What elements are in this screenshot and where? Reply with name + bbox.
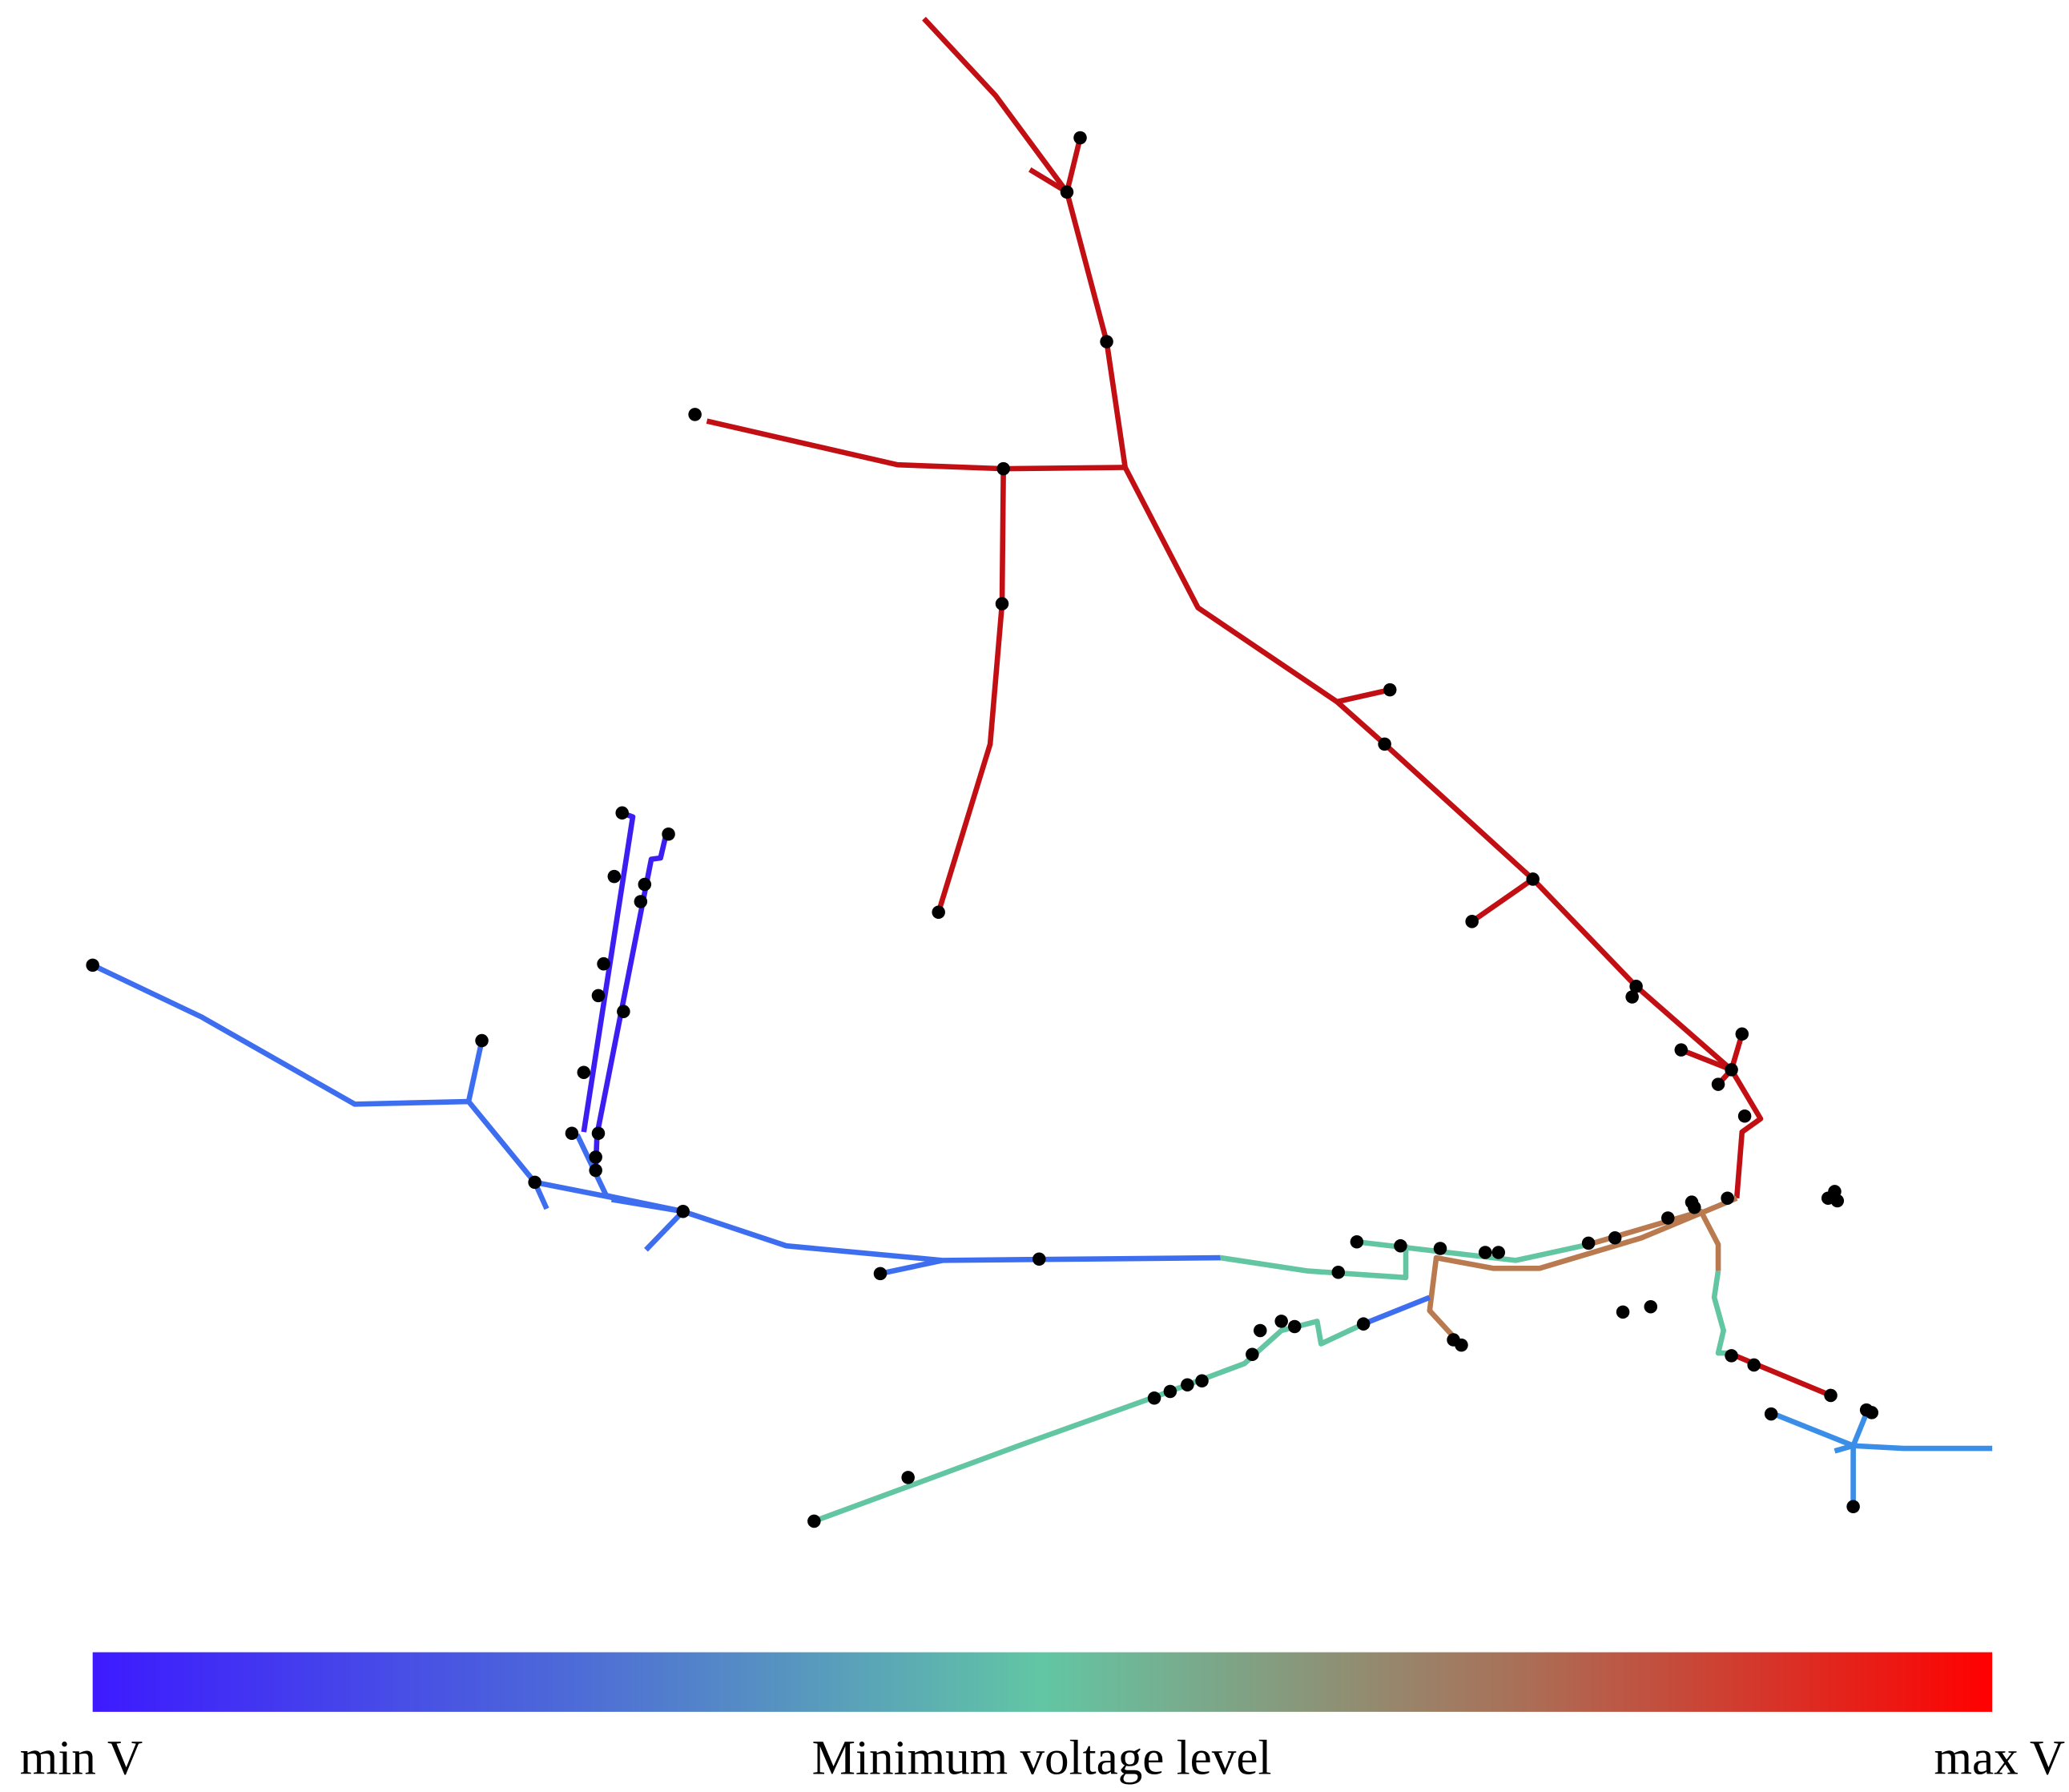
- node: [634, 895, 648, 908]
- line: [1336, 687, 1391, 705]
- node: [1629, 980, 1643, 993]
- node: [1246, 1347, 1259, 1361]
- node: [1644, 1299, 1658, 1314]
- node: [607, 869, 622, 884]
- nodes: [86, 131, 1879, 1528]
- node: [1287, 1319, 1302, 1334]
- line: [936, 469, 1006, 913]
- node: [1455, 1338, 1468, 1352]
- line: [880, 1258, 944, 1277]
- colorbar-max-label: max V: [1934, 1732, 2065, 1786]
- node: [1688, 1201, 1701, 1214]
- colorbar-title: Minimum voltage level: [812, 1732, 1272, 1786]
- colorbar-min-label: min V: [20, 1732, 143, 1786]
- node: [1060, 185, 1074, 199]
- node: [676, 1204, 690, 1218]
- node: [1195, 1374, 1209, 1388]
- node: [901, 1471, 915, 1484]
- node: [1032, 1252, 1046, 1266]
- node: [597, 956, 610, 971]
- node: [528, 1175, 541, 1190]
- node: [615, 806, 629, 820]
- node: [932, 905, 945, 920]
- line: [706, 418, 1125, 472]
- node: [1764, 1407, 1778, 1421]
- node: [995, 597, 1009, 610]
- node: [589, 1163, 602, 1178]
- line: [593, 835, 669, 1171]
- node: [1383, 683, 1397, 697]
- node: [1181, 1378, 1194, 1391]
- node: [1378, 737, 1391, 751]
- line: [1362, 1295, 1431, 1327]
- node: [1350, 1234, 1364, 1249]
- node: [1865, 1406, 1879, 1420]
- node: [86, 958, 99, 973]
- node: [1737, 1109, 1752, 1123]
- node: [1616, 1305, 1630, 1319]
- node: [1747, 1358, 1761, 1372]
- node: [1433, 1242, 1447, 1255]
- node: [1725, 1349, 1738, 1363]
- line: [1728, 1351, 1832, 1398]
- node: [1711, 1077, 1725, 1091]
- node: [1073, 131, 1087, 145]
- line: [1028, 137, 1083, 195]
- node: [1394, 1238, 1407, 1253]
- node: [565, 1126, 579, 1140]
- node: [475, 1033, 489, 1048]
- node: [1661, 1211, 1675, 1225]
- node: [1274, 1315, 1288, 1328]
- line: [1220, 1244, 1409, 1281]
- line: [91, 962, 1221, 1263]
- node: [662, 827, 675, 841]
- node: [589, 1150, 602, 1164]
- colorbar: [92, 1652, 1993, 1712]
- node: [1147, 1391, 1161, 1405]
- line: [922, 16, 1764, 1198]
- node: [1735, 1027, 1749, 1041]
- node: [1581, 1236, 1596, 1250]
- line: [813, 1319, 1365, 1524]
- node: [1465, 915, 1479, 928]
- line: [1356, 1238, 1589, 1263]
- line: [1680, 1047, 1733, 1073]
- node: [1846, 1500, 1860, 1514]
- node: [807, 1514, 821, 1528]
- line: [1588, 1208, 1721, 1271]
- node: [1491, 1246, 1505, 1259]
- node: [1674, 1043, 1689, 1057]
- node: [996, 461, 1010, 476]
- node: [873, 1266, 888, 1281]
- node: [577, 1065, 591, 1079]
- node: [1725, 1063, 1738, 1077]
- node: [1625, 990, 1639, 1004]
- node: [638, 877, 652, 892]
- node: [1721, 1191, 1734, 1205]
- node: [1254, 1323, 1267, 1338]
- node: [1163, 1384, 1177, 1399]
- line: [1773, 1411, 1993, 1452]
- node: [1356, 1317, 1371, 1331]
- node: [591, 989, 606, 1003]
- node: [1331, 1265, 1346, 1279]
- line: [1470, 876, 1535, 924]
- node: [1100, 335, 1113, 348]
- line: [1427, 1195, 1738, 1346]
- node: [1526, 872, 1540, 886]
- line: [1711, 1271, 1729, 1356]
- node: [617, 1005, 630, 1018]
- node: [1830, 1194, 1845, 1208]
- node: [1478, 1246, 1492, 1259]
- line: [644, 1209, 686, 1252]
- node: [591, 1126, 606, 1140]
- line: [465, 1040, 485, 1102]
- node: [1824, 1388, 1838, 1403]
- node: [1608, 1231, 1622, 1245]
- node: [688, 408, 702, 421]
- feeder-lines: [91, 16, 1993, 1524]
